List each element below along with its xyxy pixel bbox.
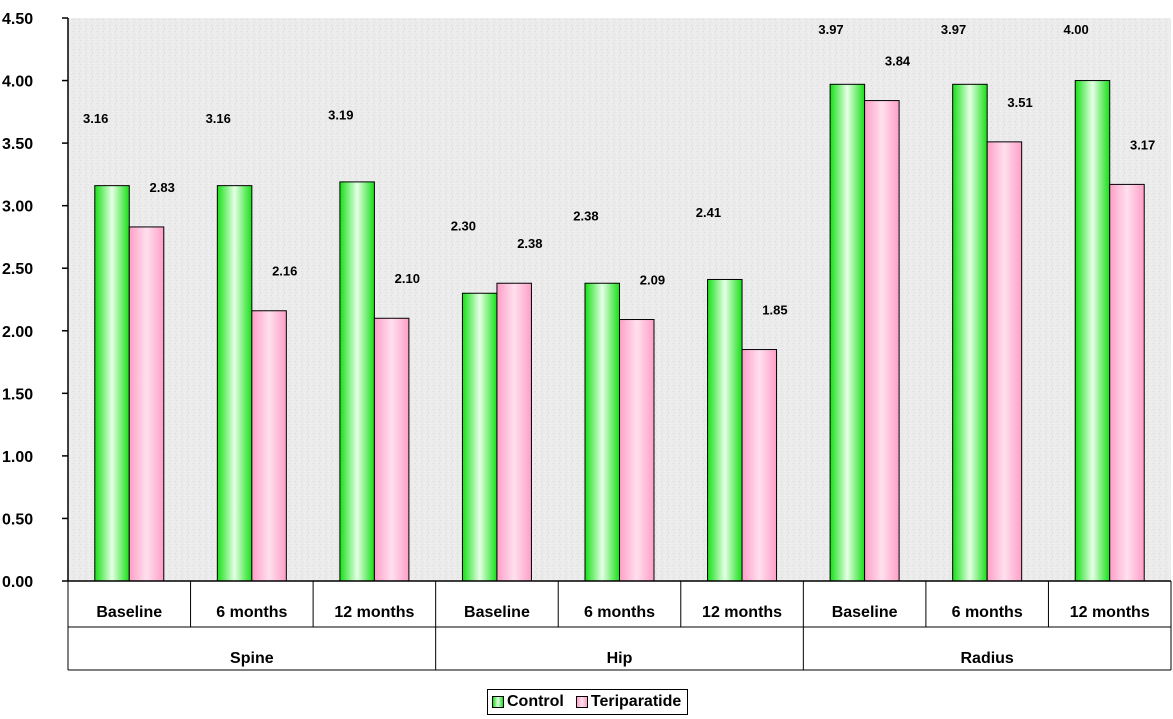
data-label-teriparatide: 2.38 (517, 236, 542, 251)
x-group-label: Radius (960, 650, 1013, 667)
data-label-control: 3.16 (206, 111, 231, 126)
x-group-label: Hip (607, 650, 633, 667)
x-category-label: Baseline (832, 604, 898, 621)
data-label-control: 2.41 (696, 205, 721, 220)
data-label-control: 3.97 (941, 22, 966, 37)
data-label-teriparatide: 3.84 (885, 54, 911, 69)
bar-control (94, 185, 130, 582)
data-label-teriparatide: 2.10 (395, 271, 420, 286)
bar-control (584, 282, 620, 582)
data-label-control: 3.16 (83, 111, 108, 126)
bar-teriparatide (496, 282, 532, 582)
bar-teriparatide (864, 100, 900, 582)
bar-control (952, 83, 988, 582)
data-label-teriparatide: 3.51 (1007, 95, 1032, 110)
data-label-control: 3.19 (328, 107, 353, 122)
bar-control (461, 292, 498, 582)
y-tick-label: 0.50 (2, 511, 33, 528)
data-label-teriparatide: 3.17 (1130, 137, 1155, 152)
y-tick-label: 1.00 (2, 449, 33, 466)
y-tick-label: 3.50 (2, 136, 33, 153)
x-category-label: 6 months (952, 604, 1023, 621)
x-group-label: Spine (230, 650, 274, 667)
y-axis: 0.00 0.50 1.00 1.50 2.00 2.50 3.00 3.50 4.00 4.50 (2, 11, 69, 591)
y-tick-label: 1.50 (2, 386, 33, 403)
data-label-control: 2.30 (451, 219, 476, 234)
y-tick-label: 2.00 (2, 324, 33, 341)
legend-item-teriparatide: Teriparatide (575, 693, 682, 711)
bar-teriparatide (619, 319, 655, 582)
y-tick-label: 2.50 (2, 261, 33, 278)
bar-teriparatide (986, 141, 1023, 582)
x-axis: Baseline 6 months 12 months Spine Baseline 6 … (67, 580, 1172, 671)
bar-teriparatide (741, 349, 778, 582)
bar-control (339, 181, 375, 582)
x-category-label: 12 months (702, 604, 782, 621)
bars (94, 80, 1145, 582)
teriparatide-swatch-icon (575, 696, 588, 708)
data-label-teriparatide: 2.83 (150, 180, 175, 195)
bar-control (216, 185, 253, 582)
data-label-teriparatide: 2.16 (272, 264, 297, 279)
x-category-label: Baseline (96, 604, 162, 621)
data-label-control: 3.97 (818, 22, 843, 37)
control-swatch-icon (492, 696, 504, 708)
x-category-label: 6 months (584, 604, 655, 621)
legend: Control Teriparatide (487, 689, 689, 715)
legend-label-teriparatide: Teriparatide (590, 693, 682, 710)
legend-item-control: Control (492, 693, 564, 711)
y-tick-label: 0.00 (2, 574, 33, 591)
y-tick-label: 4.50 (2, 11, 33, 28)
bar-teriparatide (251, 310, 287, 582)
x-category-label: 6 months (216, 604, 287, 621)
x-category-label: 12 months (1070, 604, 1150, 621)
bar-control (707, 278, 743, 582)
x-category-label: Baseline (464, 604, 530, 621)
x-category-label: 12 months (334, 604, 414, 621)
y-tick-label: 3.00 (2, 199, 33, 216)
data-label-control: 4.00 (1063, 22, 1088, 37)
bar-teriparatide (1109, 183, 1145, 582)
data-label-control: 2.38 (573, 209, 598, 224)
data-labels: 3.16 2.83 3.16 2.16 3.19 2.10 2.30 2.38 2.38 2.09… (83, 22, 1155, 318)
data-label-teriparatide: 2.09 (640, 272, 665, 287)
bar-control (1074, 80, 1111, 582)
bar-teriparatide (373, 317, 410, 582)
data-label-teriparatide: 1.85 (762, 303, 787, 318)
legend-label-control: Control (507, 693, 564, 710)
bar-control (829, 83, 866, 582)
bar-teriparatide (128, 226, 165, 582)
y-tick-label: 4.00 (2, 74, 33, 91)
